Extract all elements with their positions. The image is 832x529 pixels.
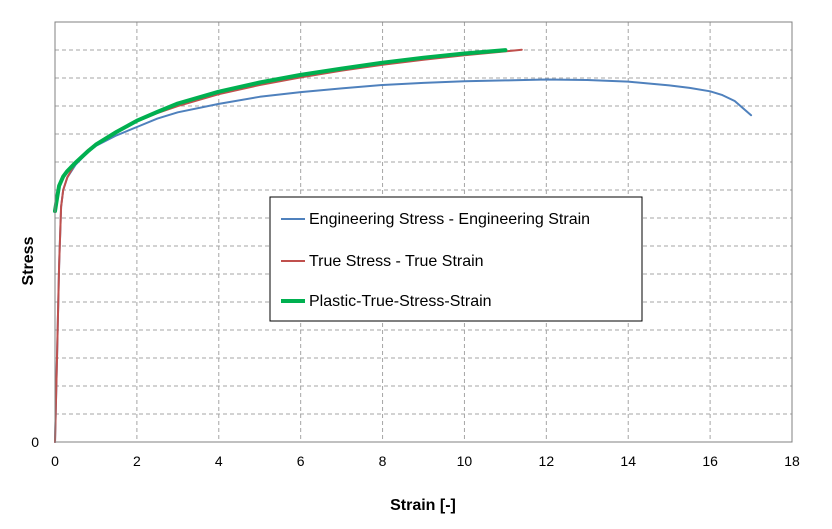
- x-tick-label: 8: [379, 453, 387, 469]
- legend-label-3: Plastic-True-Stress-Strain: [309, 293, 492, 310]
- x-axis-label: Strain [-]: [390, 497, 456, 514]
- plot-border: [54, 21, 793, 443]
- series-layer: [53, 48, 753, 443]
- x-tick-label: 12: [539, 453, 555, 469]
- y-axis-label: Stress: [20, 236, 37, 285]
- x-tick-label: 2: [133, 453, 141, 469]
- x-tick-label: 10: [457, 453, 473, 469]
- series-line-3: [53, 48, 508, 213]
- x-tick-label: 14: [620, 453, 636, 469]
- x-tick-label: 6: [297, 453, 305, 469]
- x-tick-labels: 0 2 4 6 8 10 12 14 16 18: [51, 453, 800, 469]
- x-tick-label: 0: [51, 453, 59, 469]
- x-tick-label: 16: [702, 453, 718, 469]
- x-tick-label: 18: [784, 453, 800, 469]
- legend: Engineering Stress - Engineering Strain T…: [269, 196, 643, 322]
- y-tick-labels: 0: [31, 434, 39, 450]
- legend-box: [269, 196, 643, 322]
- y-tick-label: 0: [31, 434, 39, 450]
- legend-label-1: Engineering Stress - Engineering Strain: [309, 211, 590, 228]
- legend-label-2: True Stress - True Strain: [309, 253, 484, 270]
- x-tick-label: 4: [215, 453, 223, 469]
